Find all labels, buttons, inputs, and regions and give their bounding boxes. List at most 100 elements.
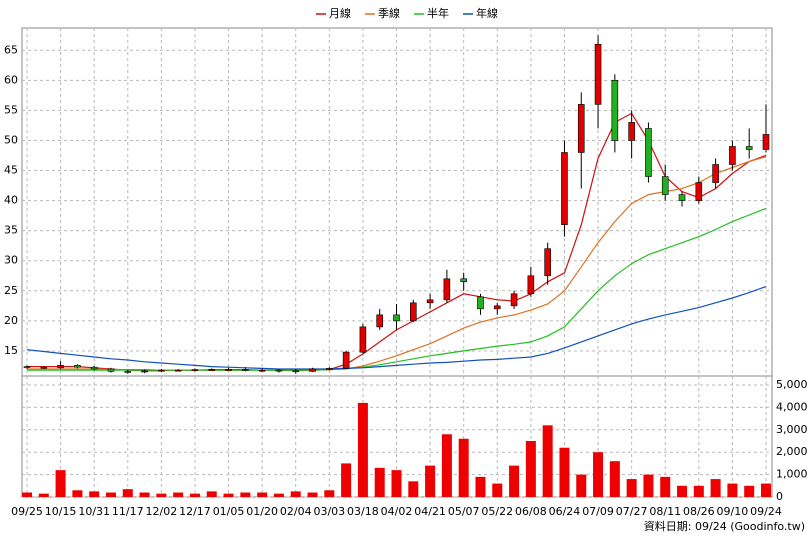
x-tick-label: 08/11	[649, 505, 681, 518]
y-tick-label: 25	[4, 284, 18, 297]
candle-body	[208, 369, 216, 371]
x-tick-label: 05/22	[481, 505, 513, 518]
y-tick-label: 35	[4, 224, 18, 237]
y-tick-label: 60	[4, 73, 18, 86]
candle-body	[141, 370, 148, 373]
candle-body	[544, 248, 551, 277]
y-tick-label: 20	[4, 314, 18, 327]
volume-bar	[324, 490, 335, 497]
candle-body	[426, 299, 434, 304]
volume-bar	[727, 483, 738, 497]
x-tick-label: 12/17	[179, 505, 211, 518]
x-tick-label: 11/17	[112, 505, 144, 518]
volume-bar	[626, 479, 637, 497]
y-tick-label: 65	[4, 43, 18, 56]
candle-body	[712, 164, 719, 183]
x-tick-label: 07/27	[616, 505, 648, 518]
volume-bar	[257, 492, 268, 497]
candle-body	[443, 278, 451, 301]
volume-bar	[55, 470, 66, 497]
volume-bar	[105, 492, 116, 497]
volume-bar	[542, 425, 553, 497]
candle-body	[275, 369, 283, 372]
candle-body	[242, 369, 249, 371]
candle-body	[225, 369, 232, 371]
candle-body	[661, 176, 669, 195]
volume-bar	[139, 492, 150, 497]
volume-bar	[643, 474, 654, 497]
x-tick-label: 03/03	[313, 505, 345, 518]
candle-body	[678, 194, 686, 201]
volume-bar	[576, 474, 587, 497]
x-tick-label: 03/18	[347, 505, 379, 518]
candle-body	[645, 128, 652, 177]
volume-bar	[173, 492, 184, 497]
candle-body	[729, 146, 736, 165]
candle-body	[107, 368, 115, 372]
y2-tick-label: 4,000	[776, 400, 808, 413]
candle-body	[158, 369, 165, 372]
candle-body	[527, 275, 535, 295]
volume-bar	[189, 493, 200, 497]
volume-bar	[593, 452, 604, 497]
candle-body	[611, 80, 619, 141]
volume-bar	[441, 434, 452, 497]
candle-body	[628, 122, 635, 141]
volume-bar	[307, 492, 318, 497]
y2-tick-label: 1,000	[776, 468, 808, 481]
x-tick-label: 07/09	[582, 505, 614, 518]
legend-label: 年線	[476, 6, 498, 20]
candle-body	[745, 146, 753, 150]
x-tick-label: 01/20	[246, 505, 278, 518]
volume-bar	[223, 493, 234, 497]
legend-label: 月線	[329, 6, 351, 20]
candle-body	[40, 366, 48, 369]
legend-label: 半年	[427, 6, 449, 20]
volume-bar	[240, 492, 251, 497]
y2-tick-label: 2,000	[776, 445, 808, 458]
x-tick-label: 08/26	[683, 505, 715, 518]
volume-bar	[156, 493, 167, 497]
volume-bar	[677, 485, 688, 497]
volume-bar	[761, 483, 771, 497]
x-tick-label: 06/08	[515, 505, 547, 518]
candle-body	[23, 366, 31, 368]
volume-bar	[710, 479, 721, 497]
candle-body	[359, 326, 367, 353]
candle-body	[393, 314, 400, 322]
candle-body	[376, 314, 384, 328]
x-tick-label: 04/02	[381, 505, 413, 518]
volume-bar	[374, 467, 385, 497]
volume-bar	[425, 465, 436, 497]
y2-tick-label: 0	[776, 490, 783, 503]
candle-body	[561, 152, 568, 225]
volume-bar	[408, 481, 419, 497]
candle-body	[309, 368, 316, 372]
candle-body	[258, 369, 266, 372]
candle-body	[477, 296, 484, 310]
volume-bar	[357, 402, 368, 497]
x-tick-label: 02/04	[280, 505, 312, 518]
x-tick-label: 01/05	[213, 505, 245, 518]
volume-bar	[122, 489, 133, 497]
x-tick-label: 05/07	[448, 505, 480, 518]
y-tick-label: 15	[4, 344, 18, 357]
y-tick-label: 45	[4, 164, 18, 177]
candle-body	[292, 370, 300, 373]
candle-body	[90, 366, 98, 370]
candle-body	[460, 278, 467, 283]
volume-bar	[341, 463, 352, 497]
volume-bar	[559, 447, 570, 497]
source-note: 資料日期: 09/24 (Goodinfo.tw)	[644, 519, 805, 533]
candle-body	[409, 302, 417, 322]
volume-bar	[38, 493, 49, 497]
legend-label: 季線	[378, 6, 400, 20]
candle-body	[124, 371, 132, 373]
y2-tick-label: 5,000	[776, 378, 808, 391]
x-tick-label: 12/02	[146, 505, 178, 518]
x-tick-label: 10/31	[78, 505, 110, 518]
candle-body	[577, 104, 585, 153]
ma-line	[27, 207, 767, 371]
candle-body	[191, 369, 199, 371]
